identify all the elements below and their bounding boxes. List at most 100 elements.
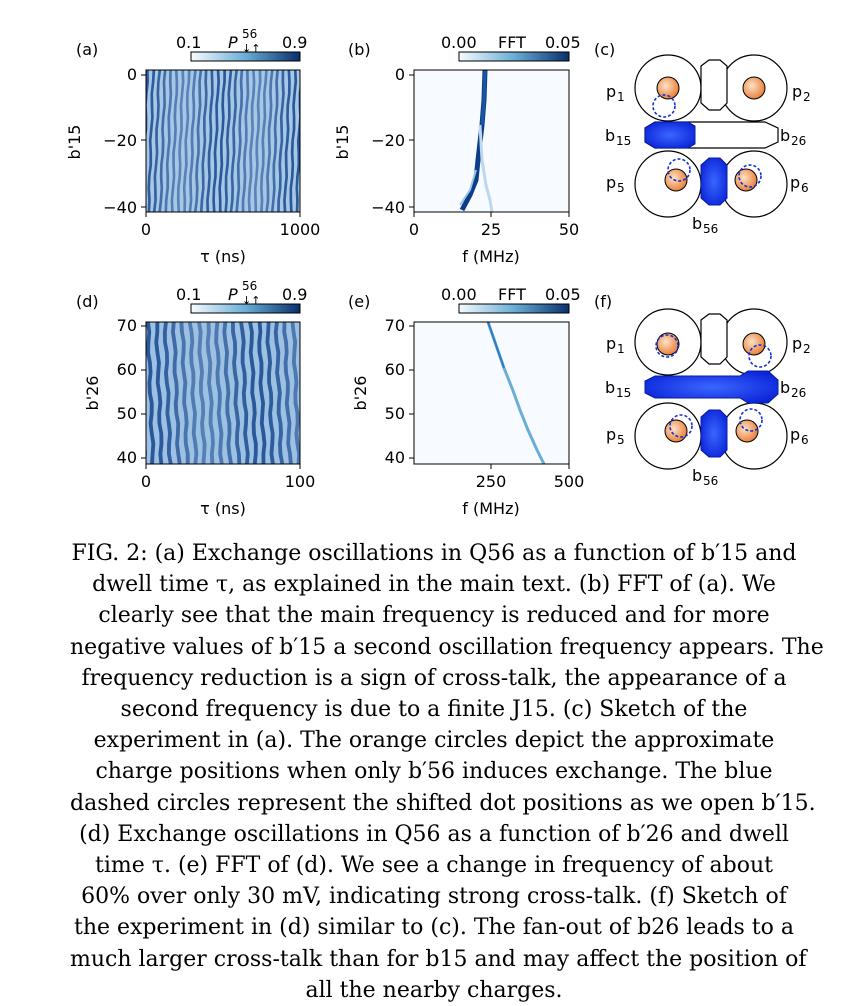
heatmap-e bbox=[414, 321, 569, 465]
oscillation-stripe bbox=[193, 70, 203, 212]
caption-line: FIG. 2: (a) Exchange oscillations in Q56… bbox=[71, 541, 797, 566]
svg-text:b: b bbox=[780, 378, 790, 397]
oscillation-stripe bbox=[229, 70, 238, 212]
oscillation-stripe bbox=[325, 322, 335, 464]
svg-text:P: P bbox=[228, 33, 238, 52]
oscillation-stripe bbox=[265, 322, 275, 464]
oscillation-stripe bbox=[182, 70, 191, 212]
svg-text:1: 1 bbox=[617, 342, 625, 356]
panel-label-d: (d) bbox=[76, 292, 99, 311]
svg-text:40: 40 bbox=[117, 448, 137, 467]
svg-text:b'15: b'15 bbox=[65, 125, 84, 160]
panel-label-f: (f) bbox=[594, 292, 612, 311]
svg-text:5: 5 bbox=[617, 181, 625, 195]
svg-text:p: p bbox=[790, 173, 800, 192]
caption-line: the experiment in (d) similar to (c). Th… bbox=[73, 915, 795, 941]
oscillation-stripe bbox=[235, 70, 244, 212]
svg-text:500: 500 bbox=[554, 472, 585, 491]
svg-text:0.05: 0.05 bbox=[545, 285, 581, 304]
svg-text:50: 50 bbox=[385, 404, 405, 423]
oscillation-stripe bbox=[162, 322, 173, 464]
caption-line: dwell time τ, as explained in the main t… bbox=[92, 572, 776, 598]
axis-d: 70 60 50 40 0 100 τ (ns) b'26 bbox=[83, 316, 315, 518]
oscillation-stripe bbox=[205, 322, 215, 464]
figure: (a) 0.1 P 56 ↓↑ 0.9 0 −20 −40 0 1000 τ (… bbox=[65, 27, 811, 518]
svg-text:−20: −20 bbox=[103, 131, 137, 150]
svg-text:τ (ns): τ (ns) bbox=[200, 247, 246, 266]
oscillation-stripe bbox=[158, 70, 167, 212]
oscillation-stripe bbox=[283, 70, 291, 212]
oscillation-stripe bbox=[253, 70, 262, 212]
svg-text:−40: −40 bbox=[371, 198, 405, 217]
caption-line: clearly see that the main frequency is r… bbox=[98, 603, 770, 629]
svg-text:p: p bbox=[790, 425, 800, 444]
oscillation-stripe bbox=[170, 70, 179, 212]
svg-text:0.9: 0.9 bbox=[282, 285, 307, 304]
oscillation-stripe bbox=[218, 70, 226, 212]
svg-text:τ (ns): τ (ns) bbox=[200, 499, 246, 518]
oscillation-stripe bbox=[265, 70, 274, 212]
oscillation-stripe bbox=[197, 322, 207, 464]
svg-text:p: p bbox=[792, 82, 802, 101]
heatmap-a bbox=[146, 70, 321, 212]
oscillation-stripe bbox=[247, 70, 256, 212]
svg-text:5: 5 bbox=[617, 433, 625, 447]
svg-text:40: 40 bbox=[385, 448, 405, 467]
oscillation-stripe bbox=[154, 322, 164, 464]
svg-text:f (MHz): f (MHz) bbox=[462, 247, 519, 266]
oscillation-stripe bbox=[146, 322, 156, 464]
svg-text:0.05: 0.05 bbox=[545, 33, 581, 52]
svg-text:p: p bbox=[792, 334, 802, 353]
svg-text:60: 60 bbox=[385, 360, 405, 379]
axis-e: 70 60 50 40 250 500 f (MHz) b'26 bbox=[351, 316, 584, 518]
oscillation-stripe bbox=[290, 322, 300, 464]
device-sketch-c bbox=[634, 54, 788, 218]
colorbar-b: 0.00 FFT 0.05 bbox=[441, 33, 581, 62]
oscillation-stripe bbox=[128, 322, 139, 464]
oscillation-stripe bbox=[241, 70, 250, 212]
svg-text:2: 2 bbox=[803, 342, 811, 356]
svg-text:25: 25 bbox=[481, 220, 501, 239]
svg-text:p: p bbox=[606, 82, 616, 101]
oscillation-stripe bbox=[273, 322, 285, 464]
svg-text:0: 0 bbox=[141, 220, 151, 239]
svg-text:0.1: 0.1 bbox=[176, 285, 201, 304]
svg-text:1: 1 bbox=[617, 90, 625, 104]
caption-line: experiment in (a). The orange circles de… bbox=[93, 728, 775, 754]
oscillation-stripe bbox=[214, 322, 224, 464]
svg-text:0: 0 bbox=[395, 65, 405, 84]
oscillation-stripe bbox=[313, 70, 321, 212]
oscillation-stripe bbox=[147, 70, 156, 212]
oscillation-stripe bbox=[317, 322, 326, 464]
oscillation-stripe bbox=[146, 442, 147, 462]
oscillation-stripe bbox=[301, 70, 309, 212]
device-sketch-f bbox=[634, 308, 788, 470]
caption-line: time τ. (e) FFT of (d). We see a change … bbox=[95, 853, 773, 879]
svg-text:50: 50 bbox=[559, 220, 579, 239]
oscillation-stripe bbox=[248, 322, 258, 464]
axis-a: 0 −20 −40 0 1000 τ (ns) b'15 bbox=[65, 65, 320, 266]
panel-label-b: (b) bbox=[348, 40, 371, 59]
svg-text:0.1: 0.1 bbox=[176, 33, 201, 52]
svg-text:26: 26 bbox=[791, 386, 806, 400]
oscillation-stripe bbox=[299, 322, 300, 327]
svg-text:b'15: b'15 bbox=[333, 125, 352, 160]
svg-text:0.00: 0.00 bbox=[441, 33, 477, 52]
svg-text:56: 56 bbox=[703, 474, 718, 488]
oscillation-stripe bbox=[146, 70, 149, 167]
oscillation-stripe bbox=[295, 81, 300, 212]
oscillation-stripe bbox=[231, 322, 242, 464]
svg-text:56: 56 bbox=[242, 27, 257, 41]
oscillation-stripe bbox=[289, 70, 298, 212]
oscillation-stripe bbox=[206, 70, 214, 212]
svg-text:−40: −40 bbox=[103, 198, 137, 217]
svg-text:26: 26 bbox=[791, 134, 806, 148]
heatmap-b bbox=[414, 69, 569, 213]
svg-text:70: 70 bbox=[117, 316, 137, 335]
oscillation-stripe bbox=[306, 70, 314, 212]
oscillation-stripe bbox=[239, 322, 250, 464]
caption-line: frequency reduction is a sign of cross-t… bbox=[81, 665, 787, 691]
svg-text:56: 56 bbox=[703, 222, 718, 236]
oscillation-stripe bbox=[187, 322, 199, 464]
colorbar-d: 0.1 P 56 ↓↑ 0.9 bbox=[176, 279, 307, 314]
